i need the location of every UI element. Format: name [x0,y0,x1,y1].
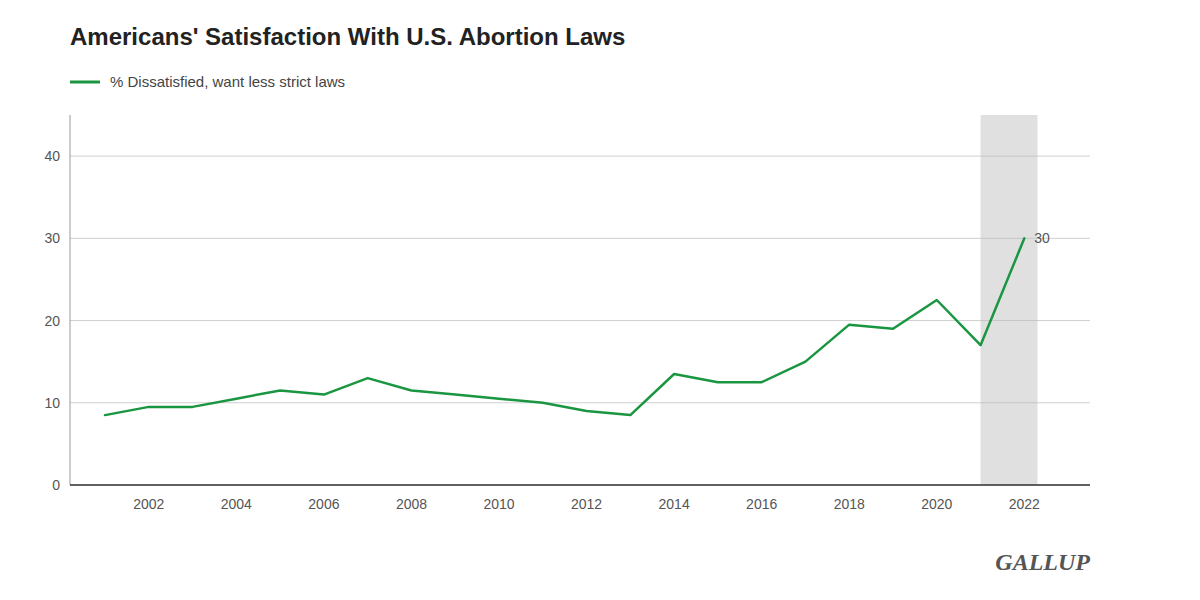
grid-line [70,156,1090,157]
series-line [105,238,1024,415]
x-tick-label: 2018 [834,496,865,512]
page: {"chart_data": {"type": "line", "title":… [0,0,1200,600]
y-grid: 0 10 20 30 40 [44,148,1090,493]
x-tick-label: 2004 [221,496,252,512]
grid-line [70,238,1090,239]
x-tick-label: 2016 [746,496,777,512]
legend-swatch [70,81,100,84]
y-tick-label: 30 [44,230,60,246]
title: Americans' Satisfaction With U.S. Aborti… [70,23,625,50]
shaded-region [981,115,1038,485]
y-tick-label: 0 [52,477,60,493]
x-tick-label: 2014 [659,496,690,512]
x-tick-label: 2008 [396,496,427,512]
x-tick-label: 2002 [133,496,164,512]
watermark: GALLUP [995,549,1090,575]
x-tick-label: 2006 [308,496,339,512]
plot-area [105,115,1037,485]
y-tick-label: 20 [44,313,60,329]
y-axis-line [70,115,71,485]
y-tick-label: 10 [44,395,60,411]
grid-line [70,485,1090,486]
x-tick-label: 2020 [921,496,952,512]
x-tick-label: 2010 [483,496,514,512]
x-ticks: 2002 2004 2006 2008 2010 2012 2014 2016 2018 2020… [133,496,1040,512]
annotation: 30 [1034,230,1050,246]
legend-label: % Dissatisfied, want less strict laws [110,73,345,90]
legend: % Dissatisfied, want less strict laws [70,73,345,90]
y-tick-label: 40 [44,148,60,164]
chart: Americans' Satisfaction With U.S. Aborti… [0,0,1200,600]
x-tick-label: 2012 [571,496,602,512]
x-tick-label: 2022 [1009,496,1040,512]
x-axis-line [70,484,1090,486]
grid-line [70,320,1090,321]
